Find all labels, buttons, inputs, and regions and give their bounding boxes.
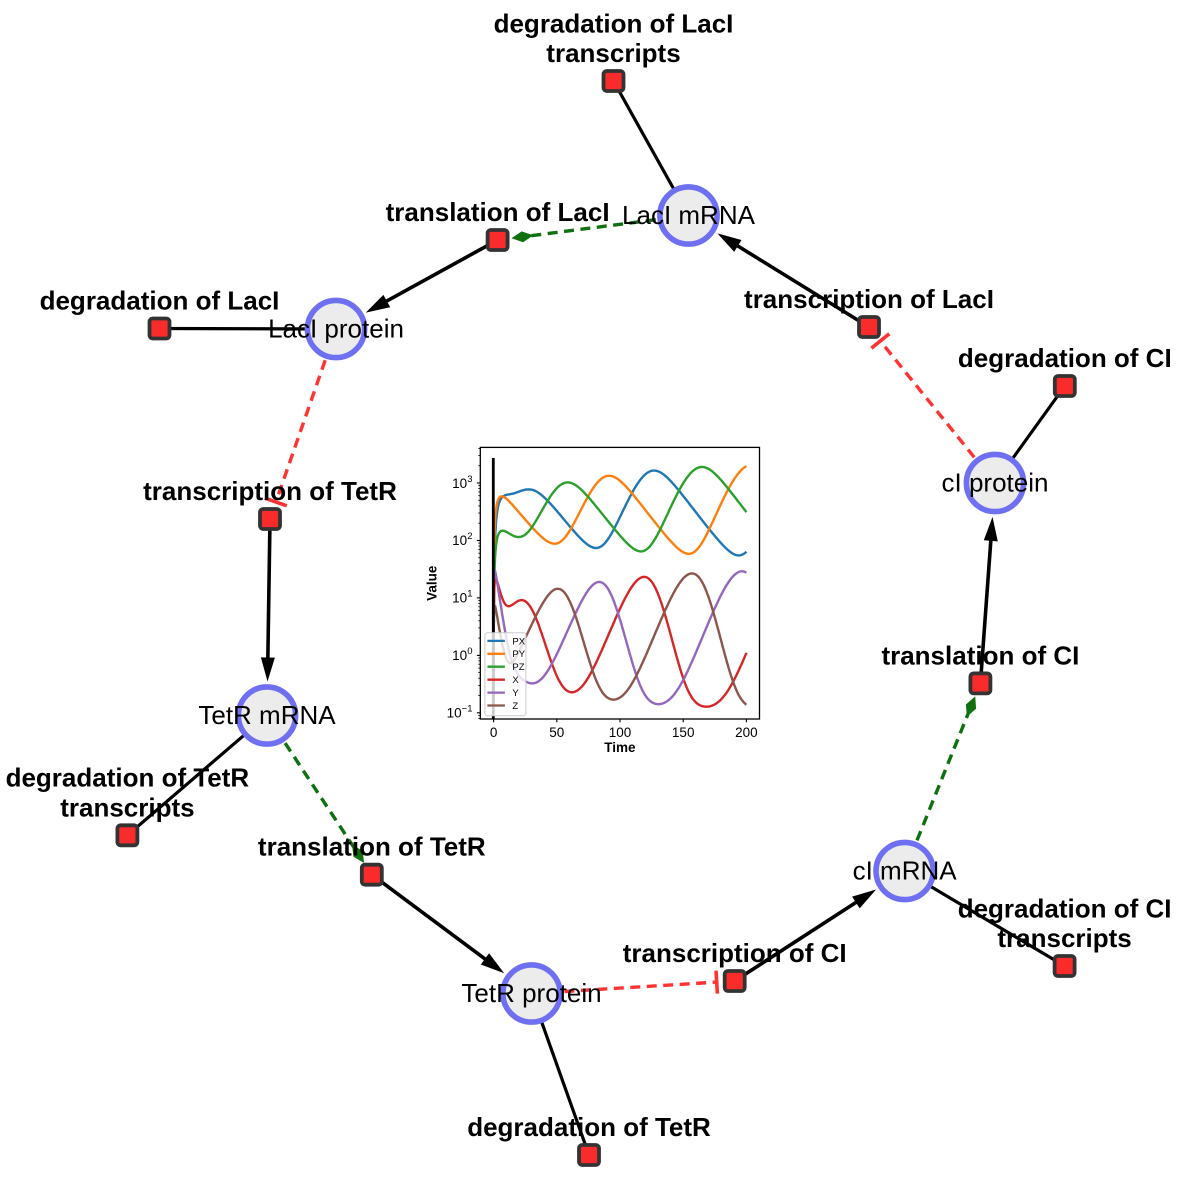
svg-text:transcripts: transcripts (546, 38, 680, 68)
svg-text:150: 150 (672, 725, 695, 740)
svg-text:X: X (512, 675, 519, 686)
svg-text:degradation of TetR: degradation of TetR (6, 763, 250, 793)
svg-text:Y: Y (512, 688, 519, 699)
svg-text:PZ: PZ (512, 662, 524, 673)
svg-text:translation of LacI: translation of LacI (386, 197, 610, 227)
svg-text:transcription of CI: transcription of CI (623, 938, 847, 968)
svg-text:transcription of LacI: transcription of LacI (744, 284, 994, 314)
svg-text:degradation of LacI: degradation of LacI (40, 286, 280, 316)
svg-text:LacI mRNA: LacI mRNA (622, 200, 756, 230)
svg-text:TetR protein: TetR protein (461, 978, 601, 1008)
svg-text:transcription of TetR: transcription of TetR (143, 476, 397, 506)
svg-text:100: 100 (609, 725, 632, 740)
svg-text:Value: Value (425, 565, 440, 601)
svg-text:cI protein: cI protein (942, 468, 1049, 498)
svg-text:degradation of TetR: degradation of TetR (467, 1112, 711, 1142)
svg-text:Z: Z (512, 701, 518, 712)
svg-text:TetR mRNA: TetR mRNA (198, 700, 336, 730)
svg-text:LacI protein: LacI protein (268, 314, 404, 344)
svg-text:0: 0 (490, 725, 498, 740)
svg-text:degradation of CI: degradation of CI (958, 893, 1172, 923)
svg-text:cI mRNA: cI mRNA (853, 856, 958, 886)
svg-text:Time: Time (604, 740, 636, 755)
svg-text:transcripts: transcripts (997, 923, 1131, 953)
svg-text:degradation of LacI: degradation of LacI (494, 8, 734, 38)
svg-text:translation of CI: translation of CI (881, 640, 1079, 670)
svg-text:50: 50 (549, 725, 564, 740)
svg-text:200: 200 (735, 725, 758, 740)
svg-text:PX: PX (512, 636, 525, 647)
svg-text:translation of TetR: translation of TetR (258, 832, 486, 862)
svg-text:PY: PY (512, 649, 525, 660)
svg-text:transcripts: transcripts (60, 792, 194, 822)
svg-text:degradation of CI: degradation of CI (958, 343, 1172, 373)
